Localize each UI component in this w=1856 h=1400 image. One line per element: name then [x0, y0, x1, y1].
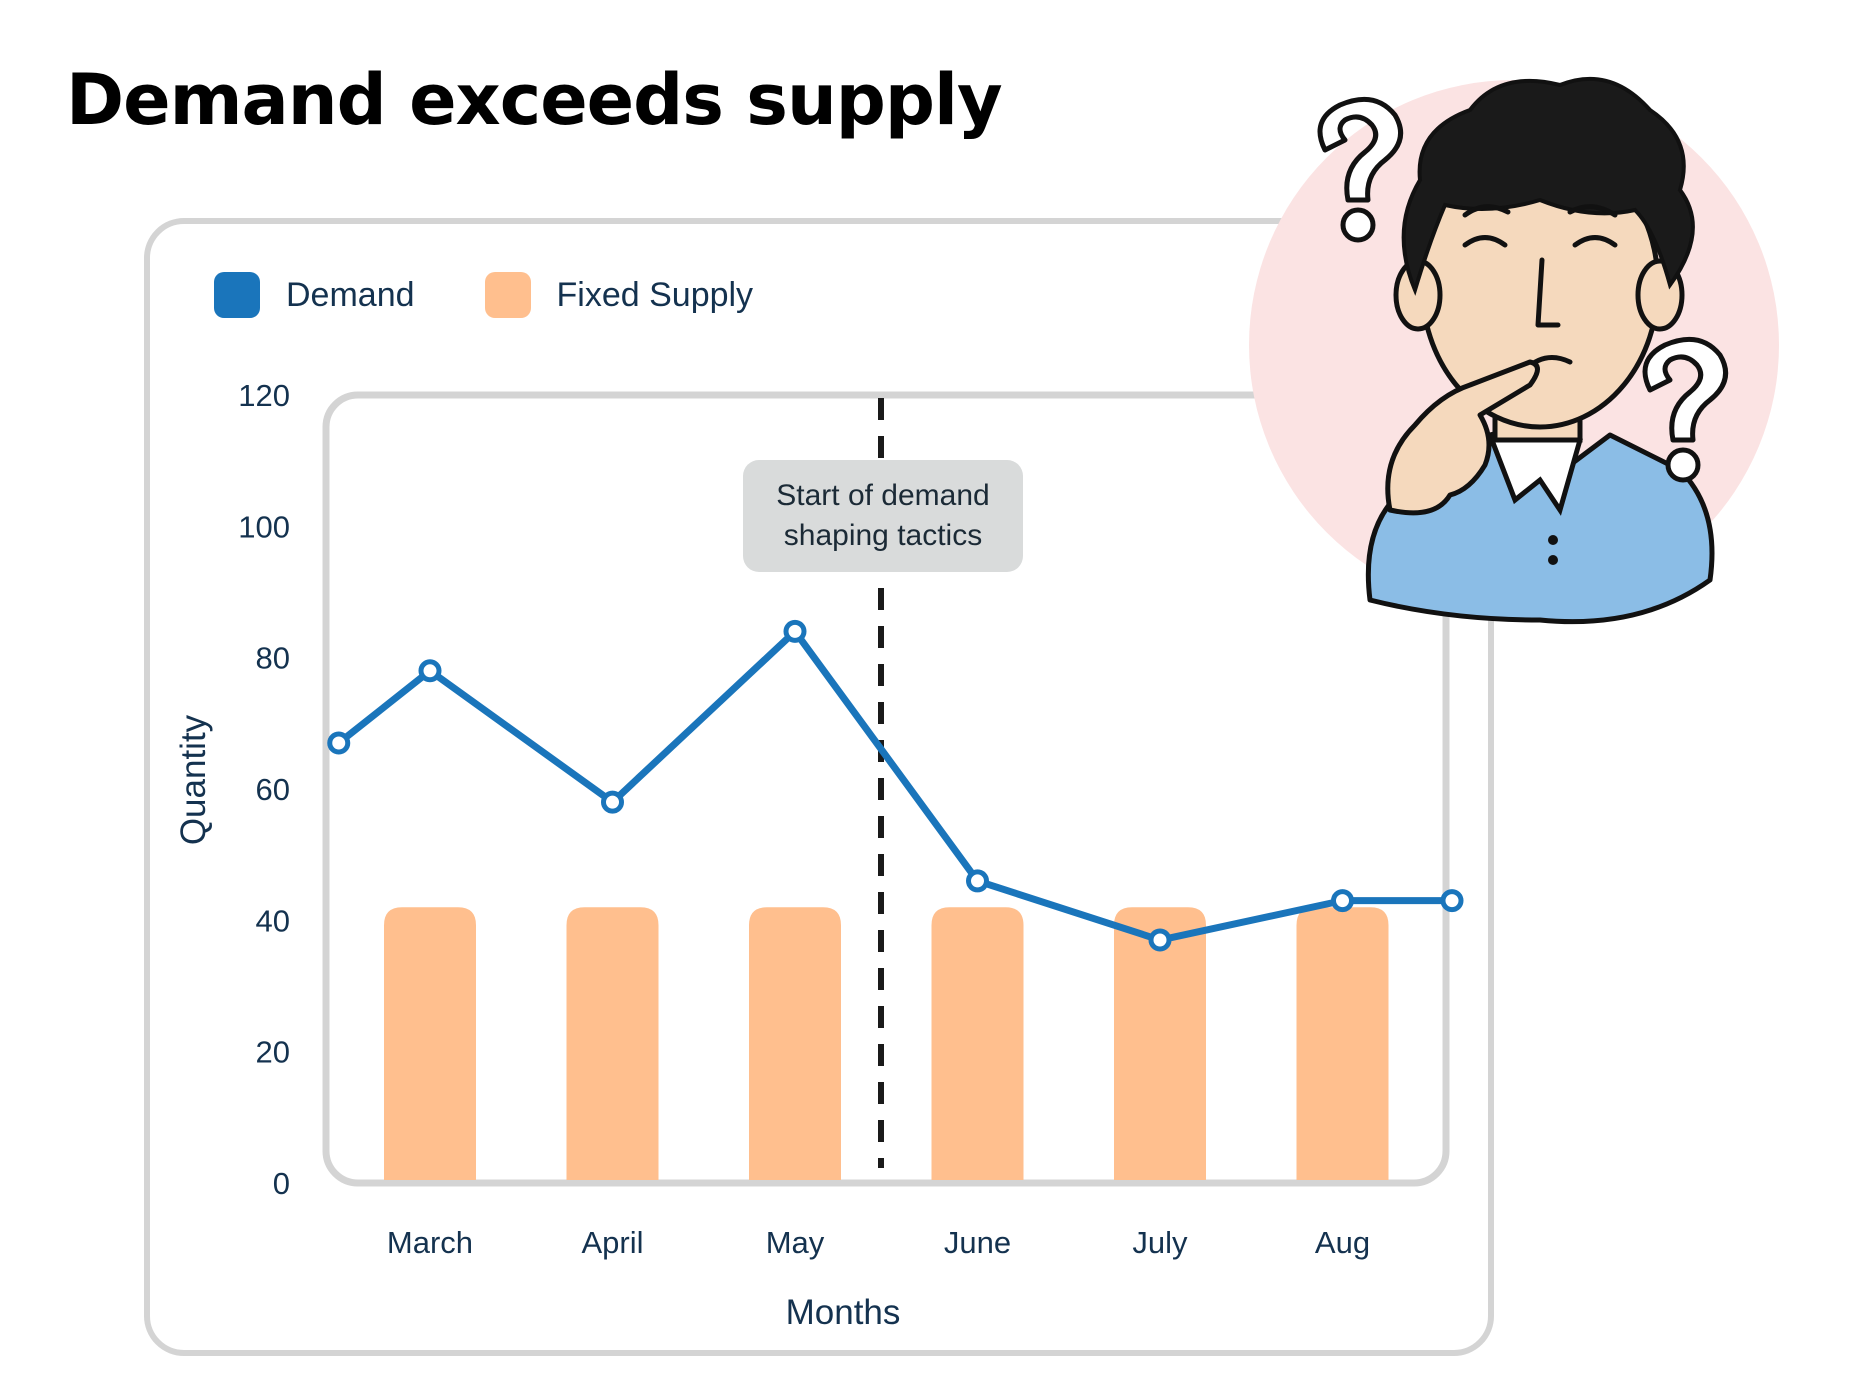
- supply-bar: [566, 907, 659, 1180]
- confused-person-with-question-marks-icon: [1249, 76, 1779, 625]
- supply-bar: [1114, 907, 1206, 1180]
- y-tick-label: 20: [256, 1035, 290, 1070]
- demand-line-path: [335, 627, 1456, 944]
- demand-point: [601, 790, 624, 814]
- x-tick-label: June: [944, 1225, 1011, 1260]
- legend-label-fixed-supply: Fixed Supply: [556, 275, 754, 314]
- y-tick-label: 80: [256, 641, 290, 676]
- x-tick-label: July: [1132, 1225, 1188, 1260]
- legend-swatch-demand: [214, 272, 260, 318]
- y-axis-title: Quantity: [174, 714, 213, 845]
- x-tick-label: March: [387, 1225, 473, 1260]
- demand-series: [327, 619, 1464, 952]
- supply-bar: [931, 907, 1024, 1180]
- question-mark-right-icon: [1642, 336, 1729, 483]
- supply-bar: [1296, 907, 1389, 1180]
- y-tick-label: 60: [256, 772, 290, 807]
- demand-point: [418, 659, 442, 683]
- supply-bar: [384, 907, 476, 1180]
- supply-bar: [749, 907, 841, 1180]
- chart-legend: Demand Fixed Supply: [214, 272, 823, 318]
- legend-label-demand: Demand: [286, 275, 415, 314]
- demand-shaping-annotation: Start of demand shaping tactics: [743, 460, 1023, 572]
- legend-item-demand[interactable]: Demand: [214, 272, 415, 318]
- y-tick-label: 40: [256, 903, 290, 938]
- demand-point: [1331, 889, 1354, 913]
- y-tick-label: 0: [273, 1166, 290, 1201]
- y-axis-ticks: 0 20 40 60 80 100 120: [238, 378, 290, 1201]
- x-axis-title: Months: [786, 1293, 901, 1332]
- page-title: Demand exceeds supply: [66, 59, 1003, 141]
- question-mark-left-icon: [1317, 96, 1404, 243]
- legend-swatch-fixed-supply: [484, 272, 531, 318]
- demand-point: [1440, 889, 1464, 913]
- demand-point: [1148, 928, 1172, 952]
- legend-item-fixed-supply[interactable]: Fixed Supply: [484, 272, 754, 318]
- x-tick-label: May: [766, 1225, 825, 1260]
- person-hand: [1385, 359, 1540, 516]
- demand-point: [966, 869, 989, 893]
- x-tick-label: April: [581, 1225, 643, 1260]
- demand-point: [783, 619, 807, 643]
- y-tick-label: 100: [238, 509, 290, 544]
- x-tick-label: Aug: [1315, 1225, 1370, 1260]
- person-hair: [1401, 76, 1695, 296]
- y-tick-label: 120: [238, 378, 290, 413]
- x-axis-ticks: March April May June July Aug: [387, 1225, 1370, 1260]
- supply-bars: [384, 907, 1389, 1180]
- demand-point: [327, 731, 351, 755]
